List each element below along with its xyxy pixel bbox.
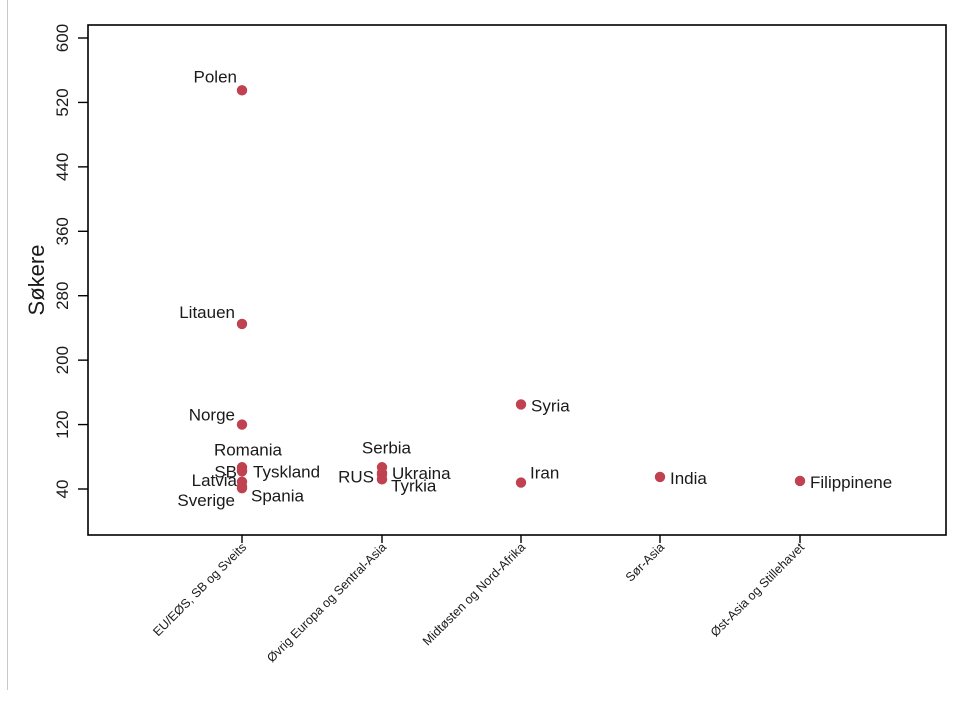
- data-point: [236, 85, 248, 96]
- data-point: [515, 399, 527, 410]
- x-category-label: Sør-Asia: [623, 540, 667, 584]
- data-point-label: Syria: [531, 396, 570, 415]
- data-point-label: Serbia: [362, 438, 412, 457]
- data-points: Polen Litauen Norge Romania SB Tyskland Latvia…: [177, 67, 892, 510]
- data-point: [515, 477, 527, 488]
- data-point-label: Latvia: [192, 471, 238, 490]
- data-point-label: Ukraina: [392, 464, 451, 483]
- y-tick-label: 120: [53, 410, 72, 438]
- x-axis: EU/EØS, SB og Sveits Øvrig Europa og Sent…: [150, 535, 807, 665]
- data-point-label: Polen: [194, 67, 237, 86]
- data-point-label: Iran: [530, 464, 559, 483]
- data-point-label: Norge: [189, 406, 235, 425]
- y-tick-label: 40: [53, 480, 72, 499]
- data-point-label: SB: [214, 462, 237, 481]
- x-category-label: Øvrig Europa og Sentral-Asia: [264, 540, 389, 665]
- data-point: [236, 481, 248, 492]
- y-tick-label: 440: [53, 153, 72, 181]
- data-point: [654, 471, 666, 483]
- data-point-label: Sverige: [177, 491, 235, 510]
- y-tick-label: 200: [53, 346, 72, 374]
- data-point-label: Tyskland: [253, 462, 320, 481]
- x-category-label: Midtøsten og Nord-Afrika: [420, 540, 528, 648]
- data-point: [794, 475, 806, 487]
- left-margin-rule: [7, 0, 8, 690]
- y-axis: 40 120 200 280 360 440 520 600: [53, 24, 88, 499]
- plot-frame: [87, 24, 947, 536]
- y-tick-label: 600: [53, 24, 72, 52]
- data-point-label: Romania: [214, 440, 283, 459]
- data-point: [236, 419, 248, 430]
- y-tick-label: 360: [53, 217, 72, 245]
- data-point-label: India: [670, 469, 707, 488]
- data-point: [236, 318, 248, 330]
- x-category-label: Øst-Asia og Stillehavet: [708, 540, 808, 640]
- data-point-label: Spania: [251, 487, 304, 506]
- y-tick-label: 280: [53, 282, 72, 310]
- y-tick-label: 520: [53, 88, 72, 116]
- data-point-label: RUS: [338, 468, 374, 487]
- data-point: [376, 474, 388, 485]
- y-axis-label: Søkere: [24, 245, 49, 316]
- data-point: [236, 466, 248, 477]
- x-category-label: EU/EØS, SB og Sveits: [150, 540, 249, 639]
- data-point-label: Filippinene: [810, 473, 892, 492]
- data-point-label: Litauen: [179, 303, 235, 322]
- data-point-label: Tyrkia: [391, 476, 437, 495]
